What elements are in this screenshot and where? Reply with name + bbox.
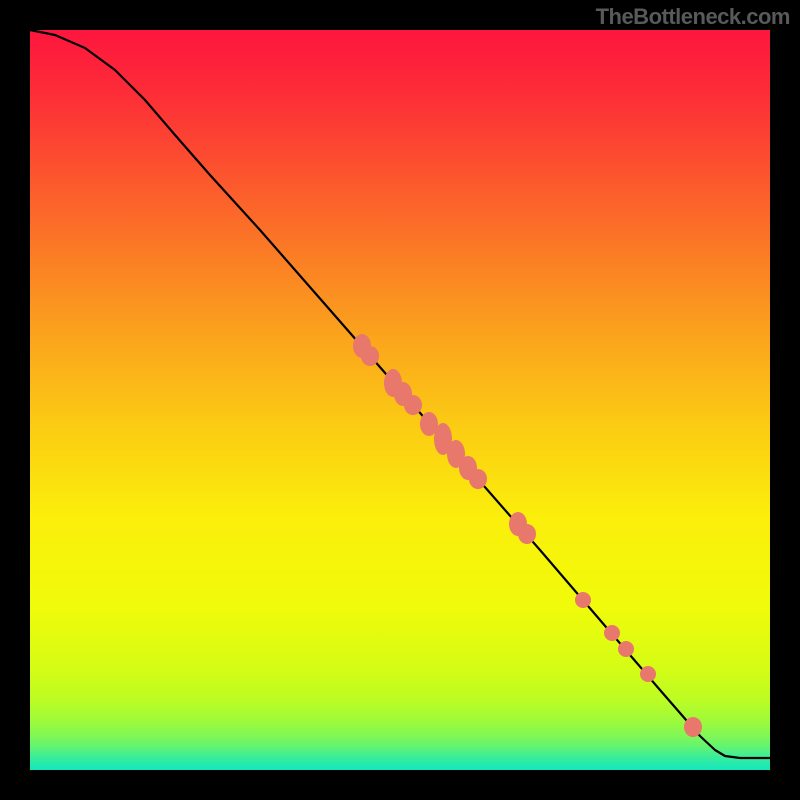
chart-svg	[0, 0, 800, 800]
data-marker	[684, 717, 702, 737]
watermark-text: TheBottleneck.com	[596, 4, 790, 30]
data-marker	[469, 469, 487, 489]
data-marker	[518, 524, 536, 544]
data-marker	[640, 666, 656, 682]
data-marker	[404, 395, 422, 415]
data-marker	[361, 346, 379, 366]
data-marker	[618, 641, 634, 657]
data-marker	[604, 625, 620, 641]
data-marker	[575, 592, 591, 608]
chart-stage: TheBottleneck.com	[0, 0, 800, 800]
